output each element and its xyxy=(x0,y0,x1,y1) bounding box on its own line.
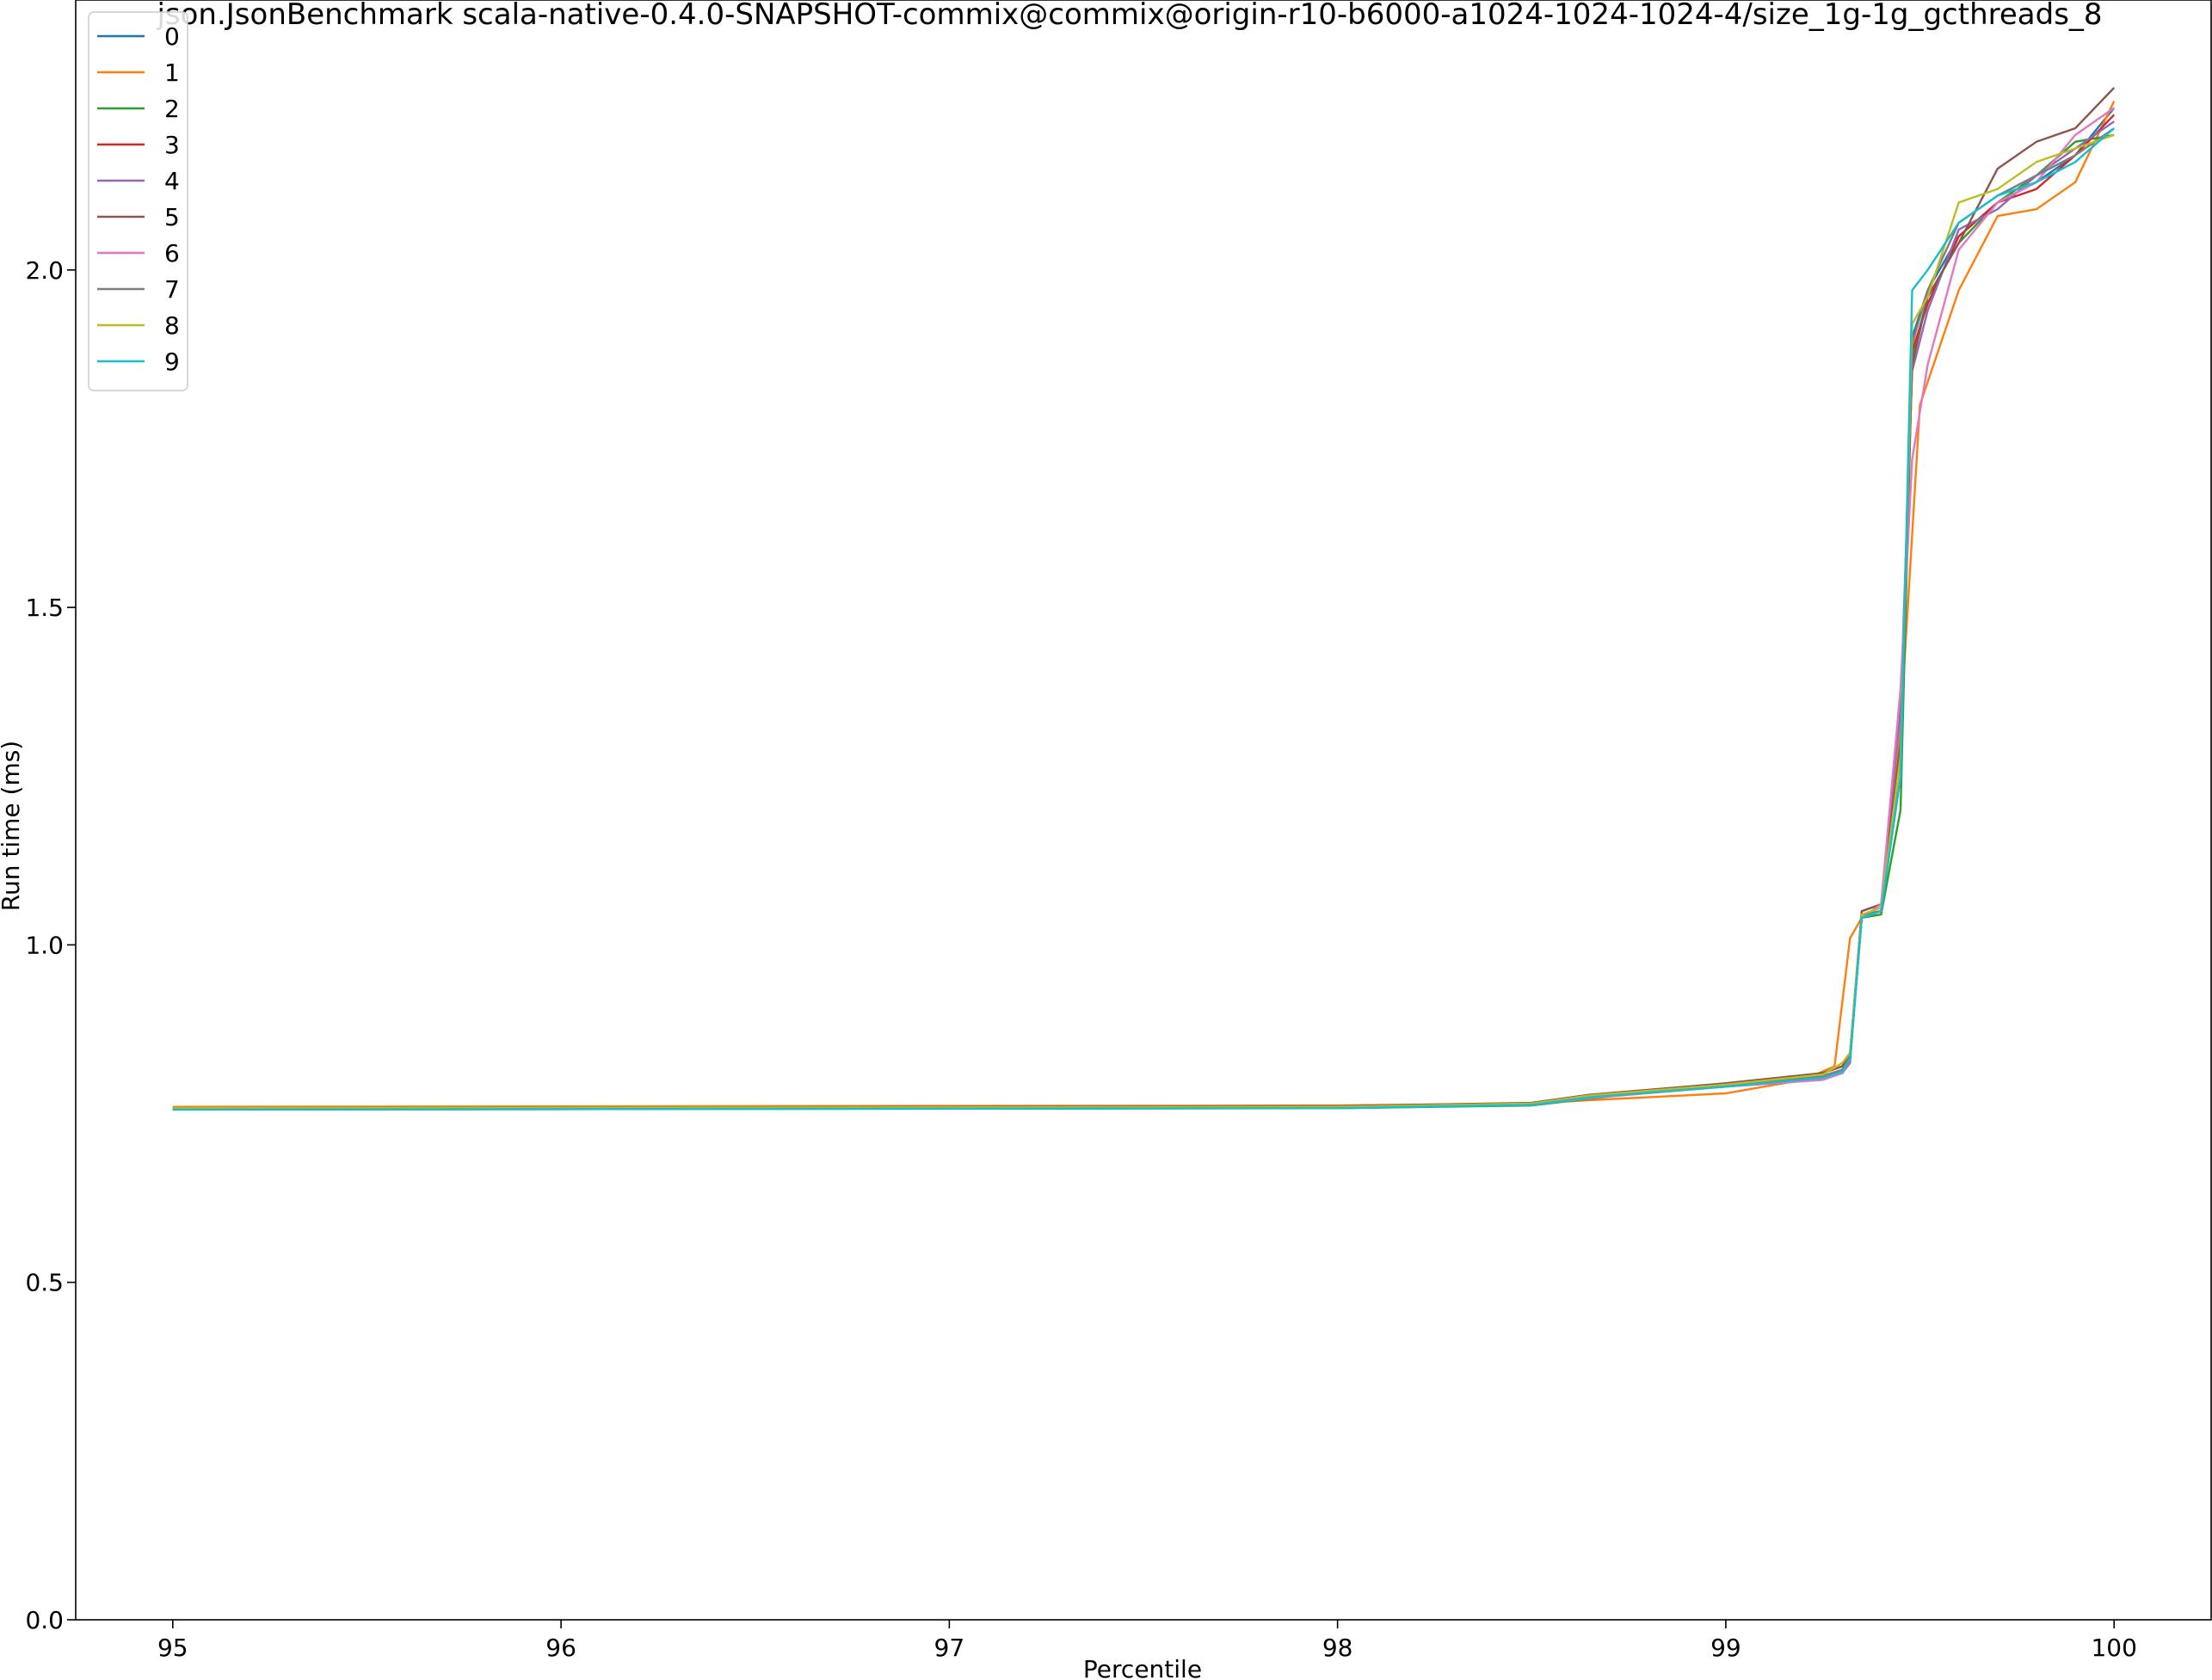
legend-label-5: 5 xyxy=(164,203,180,231)
x-tick-label: 96 xyxy=(545,1634,576,1662)
legend-label-7: 7 xyxy=(164,275,180,304)
y-axis-ticks: 0.0 0.5 1.0 1.5 2.0 xyxy=(25,256,76,1634)
y-tick-label: 1.0 xyxy=(25,931,64,959)
legend-label-2: 2 xyxy=(164,95,180,123)
legend-label-8: 8 xyxy=(164,311,180,340)
x-tick-label: 95 xyxy=(157,1634,188,1662)
series-line-8 xyxy=(172,133,2115,1110)
x-axis-label: Percentile xyxy=(1083,1655,1202,1680)
plot-lines xyxy=(172,87,2116,1111)
x-axis-ticks: 95 96 97 98 99 100 xyxy=(157,1620,2137,1662)
legend: 0 1 2 3 4 5 6 7 8 9 xyxy=(88,11,188,391)
y-axis-label: Run time (ms) xyxy=(0,741,25,911)
legend-label-0: 0 xyxy=(164,22,180,51)
plot-frame xyxy=(75,0,2212,1621)
legend-label-1: 1 xyxy=(164,58,180,87)
x-tick-label: 99 xyxy=(1710,1634,1741,1662)
y-tick-label: 2.0 xyxy=(25,256,64,285)
legend-box xyxy=(88,11,188,391)
legend-label-4: 4 xyxy=(164,167,180,195)
legend-label-6: 6 xyxy=(164,239,180,268)
y-tick-label: 0.0 xyxy=(25,1606,64,1634)
x-tick-label: 98 xyxy=(1322,1634,1353,1662)
legend-label-9: 9 xyxy=(164,348,180,376)
y-tick-label: 0.5 xyxy=(25,1269,64,1297)
chart-title: json.JsonBenchmark scala-native-0.4.0-SN… xyxy=(156,0,2102,32)
legend-label-3: 3 xyxy=(164,131,180,159)
x-tick-label: 100 xyxy=(2091,1634,2136,1662)
series-line-9 xyxy=(172,127,2115,1111)
y-tick-label: 1.5 xyxy=(25,594,64,622)
x-tick-label: 97 xyxy=(934,1634,965,1662)
